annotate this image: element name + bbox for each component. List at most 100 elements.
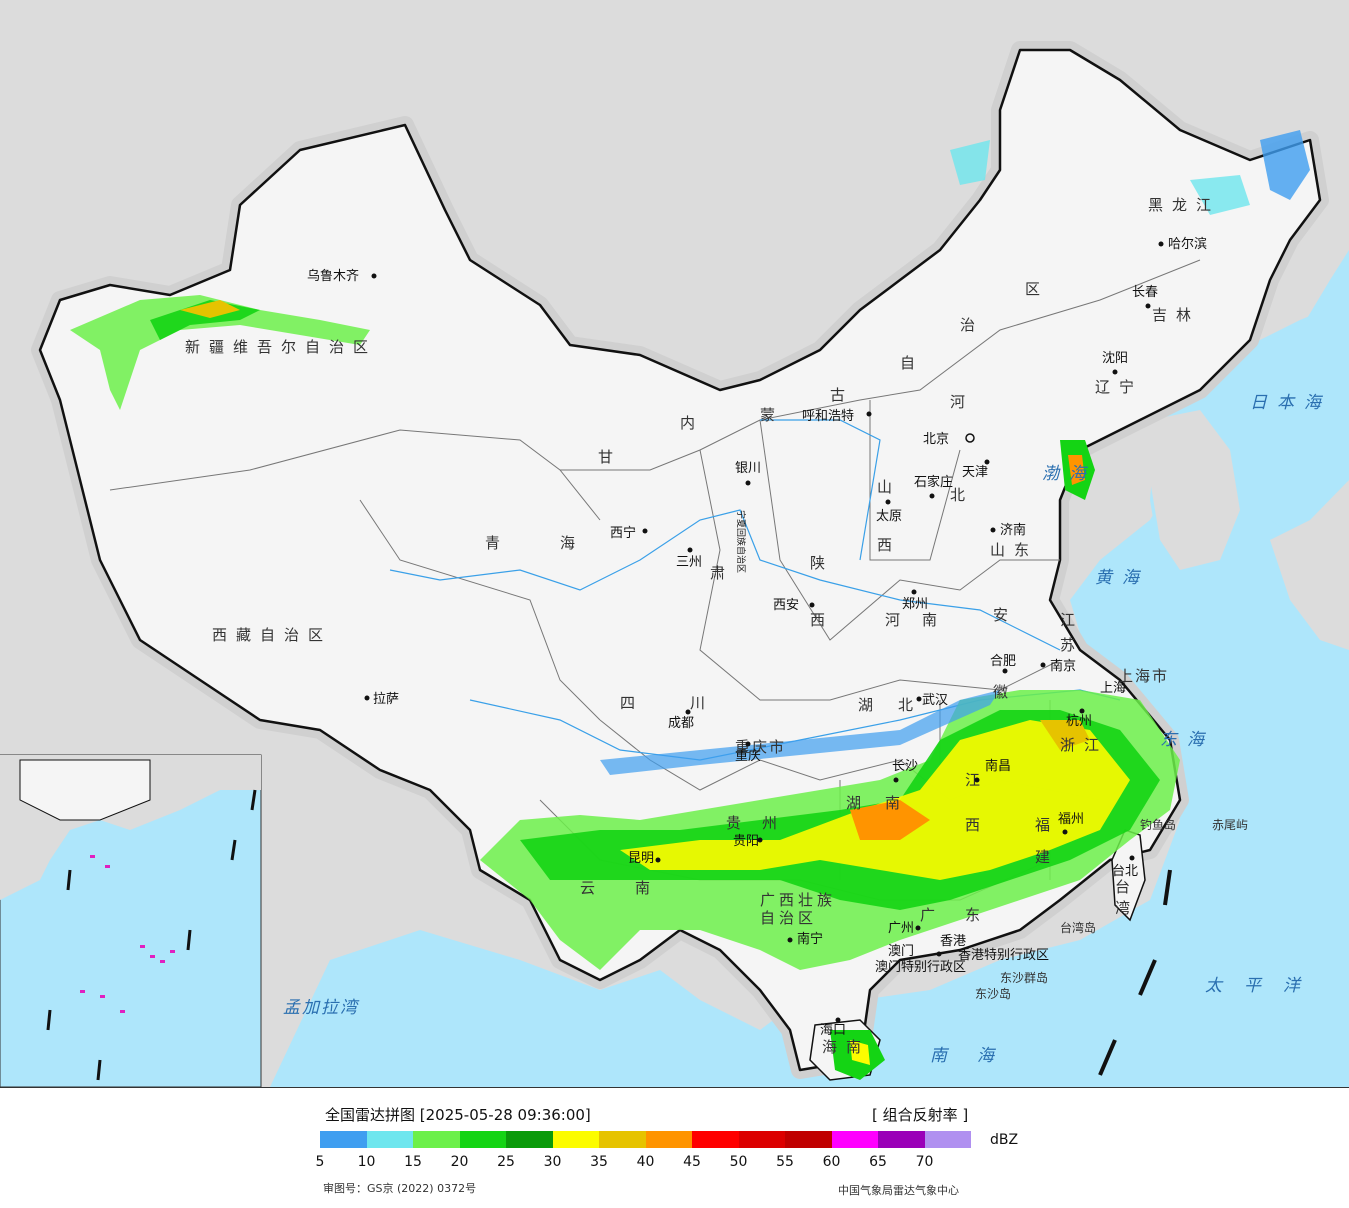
city-chongqing: 重庆 [735, 748, 761, 764]
label-hunan1: 湖 [846, 794, 870, 812]
color-swatch-10 [785, 1131, 832, 1148]
label-neimeng5: 治 [960, 316, 984, 334]
label-yunnan: 云南 [580, 879, 690, 897]
legend-product: [ 组合反射率 ] [872, 1106, 969, 1124]
city-jinan: 济南 [1000, 522, 1026, 538]
label-anhui2: 徽 [993, 683, 1017, 701]
label-fujian1: 福 [1035, 816, 1059, 834]
city-yinchuan: 银川 [735, 461, 761, 476]
tick-label: 60 [822, 1154, 841, 1170]
color-swatch-8 [692, 1131, 739, 1148]
color-swatch-12 [878, 1131, 925, 1148]
tick-label: 45 [683, 1154, 701, 1170]
boundary-dashes [1098, 869, 1172, 1076]
tick-label: 5 [315, 1154, 325, 1170]
city-lanzhou: 三州 [676, 555, 702, 570]
label-zhejiang: 浙江 [1060, 736, 1108, 754]
color-swatch-13 [924, 1131, 971, 1148]
sea-donghai: 东海 [1160, 730, 1214, 750]
island-diaoyudao: 钓鱼岛 [1140, 817, 1176, 832]
island-chiweiyu: 赤尾屿 [1212, 818, 1248, 832]
korea-land [1150, 410, 1240, 570]
label-neimeng6: 区 [1025, 280, 1049, 298]
city-haerbin: 哈尔滨 [1168, 236, 1207, 252]
island-taiwandao: 台湾岛 [1060, 920, 1096, 935]
label-jiangsu2: 苏 [1060, 636, 1084, 654]
city-beijing: 北京 [923, 432, 949, 447]
city-hohhot: 呼和浩特 [802, 409, 854, 424]
city-kunming: 昆明 [628, 851, 654, 866]
label-xinjiang: 新疆维吾尔自治区 [185, 338, 377, 356]
color-scale-ticks: 5 10 15 20 25 30 35 40 45 50 55 60 65 70 [316, 1154, 1020, 1172]
label-shaanxi2: 西 [810, 611, 834, 629]
legend-unit: dBZ [990, 1132, 1019, 1148]
city-changchun: 长春 [1132, 285, 1158, 300]
city-urumqi: 乌鲁木齐 [307, 268, 359, 284]
city-labels: 乌鲁木齐 拉萨 西宁 三州 银川 呼和浩特 北京 天津 石家庄 太原 济南 西安… [307, 236, 1207, 1038]
city-xian: 西安 [773, 598, 799, 613]
label-shanxi2: 西 [877, 536, 901, 554]
color-swatch-9 [738, 1131, 785, 1148]
sea-nanhai: 南海 [930, 1046, 1024, 1066]
taiwan-land [1111, 829, 1146, 922]
island-labels: 钓鱼岛 赤尾屿 东沙岛 东沙群岛 台湾岛 [975, 817, 1248, 1001]
label-neimeng1: 内 [680, 414, 704, 432]
label-jiangxi1: 江 [965, 771, 989, 789]
city-xining: 西宁 [610, 525, 636, 541]
label-guizhou2: 州 [762, 814, 786, 832]
label-hebei1: 河 [950, 393, 974, 411]
city-xianggang: 香港 [940, 934, 966, 949]
label-jilin: 吉林 [1152, 306, 1200, 324]
color-swatch-7 [645, 1131, 692, 1148]
label-anhui1: 安 [993, 606, 1017, 624]
label-guangdong: 广东 [920, 906, 1010, 924]
color-swatch-3 [459, 1131, 506, 1148]
tick-label: 30 [543, 1154, 562, 1170]
tick-label: 20 [450, 1154, 469, 1170]
city-dots [364, 241, 1164, 1023]
map-review-number: 审图号：GS京 (2022) 0372号 [323, 1182, 477, 1195]
label-aomen: 澳门特别行政区 [875, 959, 966, 975]
color-swatch-0 [320, 1131, 367, 1148]
color-swatch-11 [831, 1131, 878, 1148]
island-dongshadao: 东沙岛 [975, 986, 1011, 1001]
label-gansu: 甘 [598, 448, 622, 466]
radar-map: 新疆维吾尔自治区 西藏自治区 青海 甘 肃 内 蒙 古 自 治 区 黑龙江 吉林… [0, 0, 1349, 1088]
color-swatch-6 [599, 1131, 646, 1148]
city-shanghai: 上海 [1100, 681, 1126, 696]
label-shaanxi1: 陕 [810, 554, 834, 572]
data-source: 中国气象局雷达气象中心 [838, 1184, 959, 1197]
color-swatch-2 [413, 1131, 460, 1148]
city-nanjing: 南京 [1050, 658, 1076, 674]
sea-mengjialawan: 孟加拉湾 [283, 998, 360, 1018]
label-neimeng3: 古 [830, 386, 854, 404]
city-taibei: 台北 [1112, 864, 1138, 879]
city-lhasa: 拉萨 [373, 692, 399, 707]
city-tianjin: 天津 [962, 465, 988, 480]
label-hainan: 海南 [822, 1038, 870, 1056]
label-jiangsu1: 江 [1060, 611, 1084, 629]
city-chengdu: 成都 [668, 716, 694, 731]
city-zhengzhou: 郑州 [902, 597, 928, 612]
label-guangxi1: 广西壮族 [760, 891, 836, 909]
tick-label: 65 [869, 1154, 887, 1170]
color-swatch-5 [552, 1131, 599, 1148]
color-swatch-1 [366, 1131, 413, 1148]
japan-land [1270, 480, 1349, 650]
island-dongshaqundao: 东沙群岛 [1000, 970, 1048, 985]
label-sichuan: 四川 [620, 694, 760, 712]
city-wuhan: 武汉 [922, 693, 948, 708]
label-liaoning: 辽宁 [1095, 378, 1143, 396]
label-hubei: 湖北 [858, 696, 938, 714]
color-scale-bar [320, 1131, 971, 1148]
label-neimeng4: 自 [900, 354, 924, 372]
label-jiangxi2: 西 [965, 816, 989, 834]
city-fuzhou: 福州 [1058, 812, 1084, 827]
city-shijiazhuang: 石家庄 [914, 474, 953, 490]
sea-ribenhai: 日本海 [1250, 393, 1331, 413]
province-labels: 新疆维吾尔自治区 西藏自治区 青海 甘 肃 内 蒙 古 自 治 区 黑龙江 吉林… [185, 196, 1211, 1056]
city-taiyuan: 太原 [876, 509, 902, 524]
color-swatch-4 [506, 1131, 553, 1148]
label-neimeng2: 蒙 [760, 406, 784, 424]
tick-label: 70 [915, 1154, 934, 1170]
